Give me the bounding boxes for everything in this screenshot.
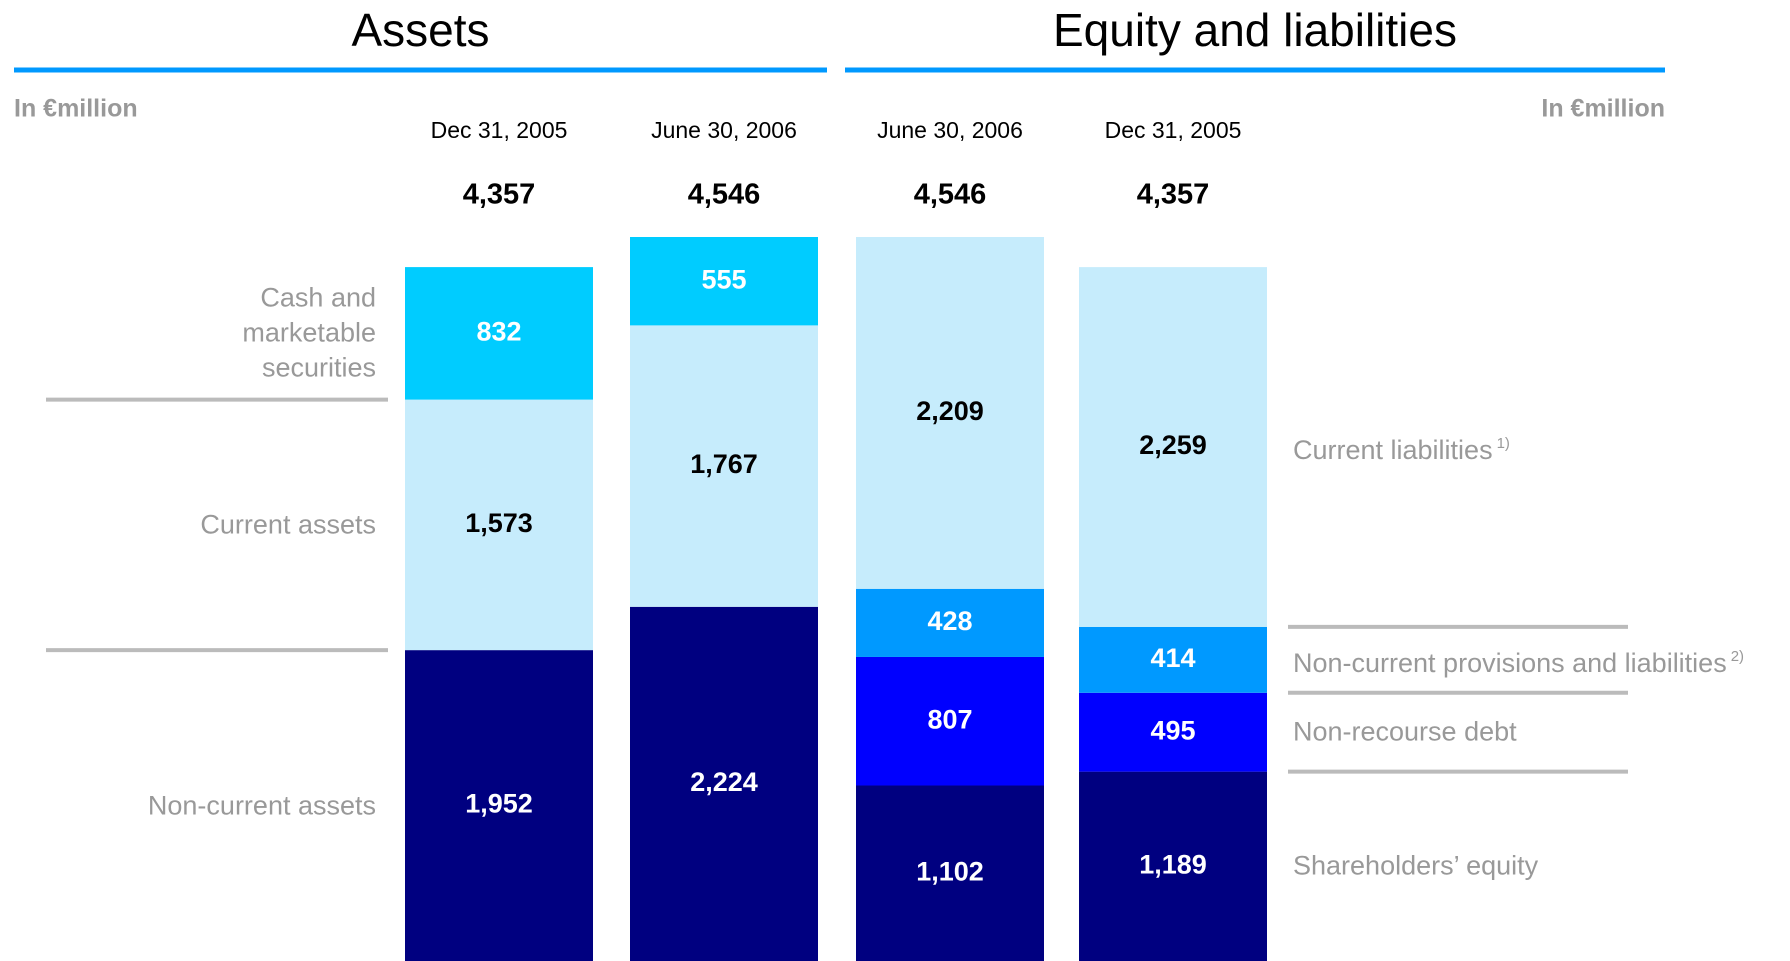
stacked-bar: [856, 237, 1044, 961]
series-name: Current assets: [200, 509, 376, 540]
footnote-mark: 2): [1730, 647, 1745, 665]
footnote-mark: 1): [1496, 434, 1510, 452]
series-label: Current liabilities 1): [1293, 426, 1510, 468]
category-label: Dec 31, 2005: [1105, 117, 1242, 143]
series-name: Non-current assets: [147, 790, 376, 821]
bar-segment: [405, 267, 593, 400]
series-label: Non-current assets: [146, 788, 376, 823]
value-label: 428: [927, 606, 972, 636]
series-label: Shareholders’ equity: [1293, 849, 1538, 884]
total-label: 4,546: [914, 179, 987, 211]
chart-title: Equity and liabilities: [1053, 4, 1457, 56]
bar-segment: [856, 785, 1044, 961]
total-label: 4,546: [688, 179, 761, 211]
series-name: Shareholders’ equity: [1293, 850, 1539, 881]
bar-segment: [1079, 692, 1267, 772]
value-label: 2,224: [690, 767, 758, 797]
total-label: 4,357: [463, 179, 536, 211]
bar-segment: [856, 656, 1044, 786]
unit-label: In €million: [14, 95, 138, 123]
value-label: 414: [1150, 643, 1195, 673]
category-label: June 30, 2006: [651, 117, 797, 143]
series-label: Current assets: [146, 507, 376, 542]
value-label: 807: [927, 704, 972, 734]
series-name: Non-current provisions and liabilities: [1293, 647, 1727, 678]
series-label: Non-current provisions and liabilities 2): [1293, 639, 1744, 681]
bar-segment: [405, 650, 593, 961]
bar-segment: [856, 588, 1044, 657]
value-label: 495: [1150, 715, 1195, 745]
series-name: Non-recourse debt: [1293, 716, 1517, 747]
stacked-bar: [1079, 267, 1267, 961]
stacked-bar: [630, 237, 818, 961]
series-name: Current liabilities: [1293, 434, 1493, 465]
series-label: Non-recourse debt: [1293, 715, 1517, 750]
value-label: 2,259: [1139, 430, 1207, 460]
bar-segment: [1079, 267, 1267, 627]
series-name: Cash and marketable securities: [242, 282, 376, 383]
value-label: 2,209: [916, 396, 984, 426]
category-label: Dec 31, 2005: [431, 117, 568, 143]
stacked-bar: [405, 267, 593, 961]
chart-title: Assets: [351, 4, 489, 56]
value-label: 555: [701, 264, 746, 294]
value-label: 1,952: [465, 789, 533, 819]
value-label: 1,102: [916, 856, 984, 886]
bar-segment: [630, 325, 818, 607]
bar-segment: [1079, 626, 1267, 693]
bar-segment: [630, 237, 818, 326]
total-label: 4,357: [1137, 179, 1210, 211]
series-label: Cash and marketable securities: [146, 281, 376, 386]
bar-segment: [405, 399, 593, 651]
bar-segment: [856, 237, 1044, 589]
value-label: 1,767: [690, 449, 758, 479]
category-label: June 30, 2006: [877, 117, 1023, 143]
bar-segment: [1079, 771, 1267, 961]
unit-label: In €million: [1541, 95, 1665, 123]
value-label: 1,189: [1139, 849, 1207, 879]
bar-segment: [630, 606, 818, 961]
value-label: 832: [476, 316, 521, 346]
value-label: 1,573: [465, 508, 533, 538]
